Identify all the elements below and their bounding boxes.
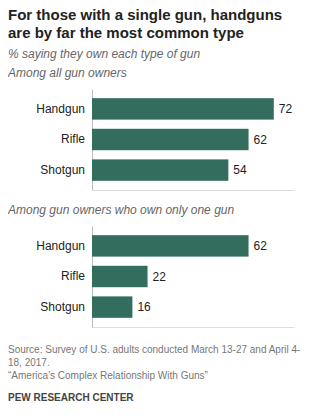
data-labels: 62 22 16 <box>137 239 267 314</box>
footer: Source: Survey of U.S. adults conducted … <box>8 343 301 403</box>
chart-panel: Among gun owners who own only one gun Han… <box>8 198 301 335</box>
tick: Shotgun <box>40 163 92 177</box>
tick: Shotgun <box>40 300 92 314</box>
chart-panel: Among all gun owners Handgun Rifle Shotgun 7… <box>8 61 301 198</box>
bar <box>92 98 274 119</box>
bar <box>92 159 228 180</box>
tick-label: Handgun <box>36 102 85 116</box>
data-label: 62 <box>254 239 268 253</box>
x-axis-line <box>93 190 295 191</box>
title: For those with a single gun, handguns ar… <box>8 6 301 42</box>
data-label: 54 <box>233 163 247 177</box>
panel-title: Among all gun owners <box>8 66 127 80</box>
bars <box>92 235 249 318</box>
x-axis <box>93 190 295 191</box>
tick-label: Handgun <box>36 239 85 253</box>
source: Source: Survey of U.S. adults conducted … <box>8 343 301 369</box>
source: “America’s Complex Relationship With Gun… <box>8 369 301 382</box>
tick: Rifle <box>61 132 92 146</box>
subtitle: % saying they own each type of gun <box>8 47 301 61</box>
bar <box>92 235 249 256</box>
data-labels: 72 62 54 <box>233 102 292 177</box>
tick-label: Shotgun <box>40 300 85 314</box>
tick: Rifle <box>61 269 92 283</box>
tick-label: Rifle <box>61 132 85 146</box>
bar <box>92 266 148 287</box>
tick: Handgun <box>36 239 92 253</box>
tick: Handgun <box>36 102 92 116</box>
panel-title: Among gun owners who own only one gun <box>8 203 234 217</box>
bars <box>92 98 274 181</box>
data-label: 16 <box>137 300 151 314</box>
tick-label: Shotgun <box>40 163 85 177</box>
tick-label: Rifle <box>61 269 85 283</box>
x-axis <box>93 327 295 328</box>
y-axis: Handgun Rifle Shotgun <box>36 227 92 328</box>
data-label: 62 <box>254 133 268 147</box>
data-label: 22 <box>153 270 167 284</box>
data-label: 72 <box>279 102 293 116</box>
y-axis: Handgun Rifle Shotgun <box>36 90 92 191</box>
bar <box>92 296 132 317</box>
x-axis-line <box>93 327 295 328</box>
bar <box>92 129 249 150</box>
credit: PEW RESEARCH CENTER <box>8 392 301 403</box>
